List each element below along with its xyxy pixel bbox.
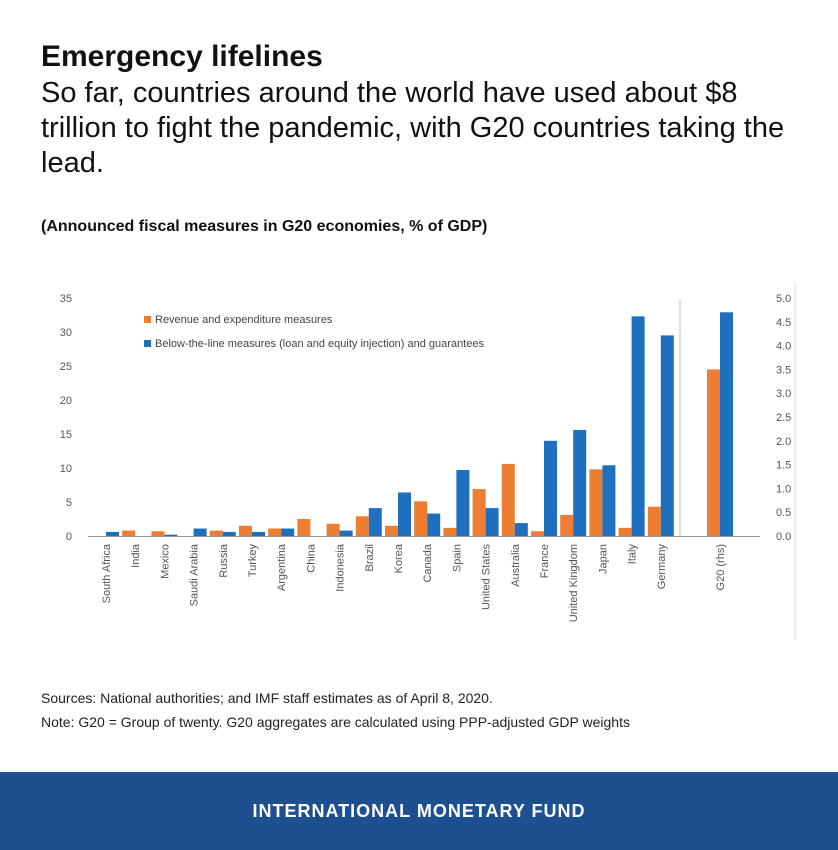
bar-below-line-5 xyxy=(252,531,265,536)
bar-below-line-17 xyxy=(602,465,616,536)
x-tick-label: France xyxy=(539,544,551,578)
legend-swatch-below-line xyxy=(144,340,151,347)
bar-revenue-5 xyxy=(239,525,252,536)
chart-subtitle: (Announced fiscal measures in G20 econom… xyxy=(41,218,488,235)
right-tick-label: 5.0 xyxy=(776,293,791,305)
bar-below-line-12 xyxy=(456,470,470,536)
x-tick-label: Germany xyxy=(656,544,668,590)
bar-below-line-11 xyxy=(427,513,441,536)
bar-revenue-9 xyxy=(355,516,369,536)
x-tick-label: G20 (rhs) xyxy=(715,544,727,590)
footer-brand: INTERNATIONAL MONETARY FUND xyxy=(252,800,586,821)
bar-below-line-14 xyxy=(514,523,528,536)
bar-revenue-13 xyxy=(472,489,486,536)
bar-revenue-14 xyxy=(501,463,515,536)
g20-note: Note: G20 = Group of twenty. G20 aggrega… xyxy=(41,714,630,730)
x-tick-label: Korea xyxy=(393,543,405,573)
bar-revenue-4 xyxy=(209,530,223,536)
bar-g20-revenue xyxy=(707,369,720,536)
x-tick-label: Saudi Arabia xyxy=(189,543,201,606)
x-tick-label: United States xyxy=(481,544,493,611)
right-tick-label: 2.5 xyxy=(776,412,791,424)
right-tick-label: 1.5 xyxy=(776,460,791,472)
left-tick-label: 5 xyxy=(66,497,72,509)
bar-revenue-11 xyxy=(414,501,428,536)
bar-below-line-19 xyxy=(660,335,674,536)
bars xyxy=(88,300,760,537)
left-tick-label: 25 xyxy=(60,361,72,373)
x-tick-label: Japan xyxy=(597,544,609,574)
legend: Revenue and expenditure measures Below-th… xyxy=(144,314,484,350)
right-tick-label: 0.0 xyxy=(776,531,791,543)
x-tick-label: South Africa xyxy=(101,543,113,603)
right-tick-label: 1.0 xyxy=(776,483,791,495)
right-axis: 5.0 4.5 4.0 3.5 3.0 2.5 2.0 1.5 1.0 0.5 0.0 xyxy=(776,282,796,640)
right-tick-label: 2.0 xyxy=(776,436,791,448)
subheadline: So far, countries around the world have … xyxy=(41,77,785,179)
legend-label-below-line: Below-the-line measures (loan and equity… xyxy=(155,338,484,350)
right-tick-label: 3.0 xyxy=(776,388,791,400)
bar-below-line-6 xyxy=(281,528,295,536)
left-tick-label: 35 xyxy=(60,293,72,305)
bar-revenue-2 xyxy=(151,531,165,536)
bar-revenue-10 xyxy=(385,525,398,536)
bar-g20-below-line xyxy=(720,312,733,536)
bar-below-line-0 xyxy=(106,531,119,536)
x-tick-label: Canada xyxy=(422,543,434,582)
left-tick-label: 15 xyxy=(60,429,72,441)
x-tick-label: Brazil xyxy=(364,544,376,572)
bar-below-line-4 xyxy=(222,531,236,536)
bar-revenue-1 xyxy=(122,530,136,536)
legend-label-revenue: Revenue and expenditure measures xyxy=(155,314,333,326)
bar-below-line-10 xyxy=(398,492,411,536)
bar-below-line-16 xyxy=(573,429,587,536)
bar-below-line-2 xyxy=(164,534,178,536)
bar-below-line-3 xyxy=(193,528,207,536)
left-tick-label: 20 xyxy=(60,395,72,407)
fiscal-measures-chart: 35 30 25 20 15 10 5 0 5.0 4.5 4.0 3.5 3.0 2.5 2.0 1.5 1… xyxy=(60,282,796,640)
x-tick-label: Turkey xyxy=(247,544,259,578)
x-tick-label: China xyxy=(305,543,317,573)
headline: Emergency lifelines xyxy=(41,40,323,73)
chart-notes: Sources: National authorities; and IMF s… xyxy=(41,686,630,734)
bar-revenue-18 xyxy=(618,527,632,536)
x-axis-labels: South Africa India Mexico Saudi Arabia Russi… xyxy=(101,543,727,622)
left-axis: 35 30 25 20 15 10 5 0 xyxy=(60,293,72,543)
bar-below-line-18 xyxy=(631,316,645,536)
bar-below-line-15 xyxy=(544,440,557,536)
bar-revenue-7 xyxy=(297,519,311,536)
x-tick-label: Russia xyxy=(218,543,230,578)
left-tick-label: 10 xyxy=(60,463,72,475)
left-tick-label: 30 xyxy=(60,327,72,339)
bar-revenue-17 xyxy=(589,469,603,536)
right-tick-label: 0.5 xyxy=(776,507,791,519)
right-tick-label: 3.5 xyxy=(776,364,791,376)
left-tick-label: 0 xyxy=(66,531,72,543)
x-tick-label: Australia xyxy=(510,543,522,587)
x-tick-label: Italy xyxy=(627,544,639,565)
right-tick-label: 4.0 xyxy=(776,341,791,353)
bar-revenue-6 xyxy=(268,528,282,536)
bar-revenue-8 xyxy=(326,523,340,536)
x-tick-label: Argentina xyxy=(276,543,288,591)
legend-swatch-revenue xyxy=(144,316,151,323)
bar-revenue-16 xyxy=(560,514,574,536)
right-tick-label: 4.5 xyxy=(776,317,791,329)
bar-revenue-19 xyxy=(647,506,661,536)
bar-below-line-8 xyxy=(339,530,353,536)
x-tick-label: Spain xyxy=(451,544,463,572)
x-tick-label: Mexico xyxy=(159,544,171,579)
bar-revenue-15 xyxy=(531,531,544,536)
bar-revenue-12 xyxy=(443,527,457,536)
x-tick-label: India xyxy=(130,543,142,568)
sources-note: Sources: National authorities; and IMF s… xyxy=(41,690,493,706)
x-tick-label: United Kingdom xyxy=(568,544,580,622)
bar-below-line-9 xyxy=(368,508,382,536)
bar-below-line-13 xyxy=(485,508,499,536)
footer-bar: INTERNATIONAL MONETARY FUND xyxy=(0,772,838,850)
x-tick-label: Indonesia xyxy=(335,543,347,592)
